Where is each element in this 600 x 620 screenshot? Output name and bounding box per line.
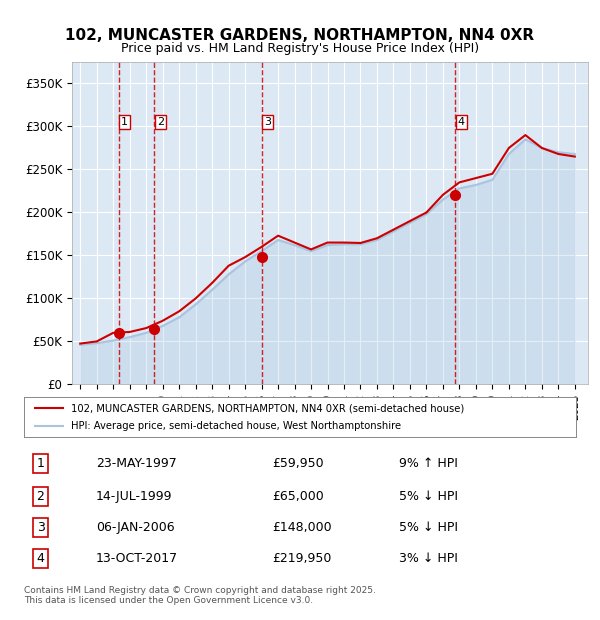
- Text: 1: 1: [121, 117, 128, 127]
- Text: £219,950: £219,950: [272, 552, 332, 565]
- Text: 3: 3: [37, 521, 44, 534]
- Text: 13-OCT-2017: 13-OCT-2017: [96, 552, 178, 565]
- Text: 4: 4: [37, 552, 44, 565]
- Text: 06-JAN-2006: 06-JAN-2006: [96, 521, 175, 534]
- Text: Price paid vs. HM Land Registry's House Price Index (HPI): Price paid vs. HM Land Registry's House …: [121, 42, 479, 55]
- Text: HPI: Average price, semi-detached house, West Northamptonshire: HPI: Average price, semi-detached house,…: [71, 421, 401, 431]
- Text: 102, MUNCASTER GARDENS, NORTHAMPTON, NN4 0XR (semi-detached house): 102, MUNCASTER GARDENS, NORTHAMPTON, NN4…: [71, 403, 464, 413]
- Text: 3% ↓ HPI: 3% ↓ HPI: [400, 552, 458, 565]
- Text: 9% ↑ HPI: 9% ↑ HPI: [400, 457, 458, 470]
- Text: £59,950: £59,950: [272, 457, 324, 470]
- Text: 2: 2: [157, 117, 164, 127]
- Text: 102, MUNCASTER GARDENS, NORTHAMPTON, NN4 0XR: 102, MUNCASTER GARDENS, NORTHAMPTON, NN4…: [65, 28, 535, 43]
- Text: 5% ↓ HPI: 5% ↓ HPI: [400, 521, 458, 534]
- Text: 2: 2: [37, 490, 44, 503]
- Text: 4: 4: [458, 117, 465, 127]
- Text: 23-MAY-1997: 23-MAY-1997: [96, 457, 176, 470]
- Text: 5% ↓ HPI: 5% ↓ HPI: [400, 490, 458, 503]
- Text: Contains HM Land Registry data © Crown copyright and database right 2025.
This d: Contains HM Land Registry data © Crown c…: [24, 586, 376, 605]
- Text: 3: 3: [264, 117, 271, 127]
- Text: 1: 1: [37, 457, 44, 470]
- Text: £148,000: £148,000: [272, 521, 332, 534]
- Text: 14-JUL-1999: 14-JUL-1999: [96, 490, 172, 503]
- Text: £65,000: £65,000: [272, 490, 324, 503]
